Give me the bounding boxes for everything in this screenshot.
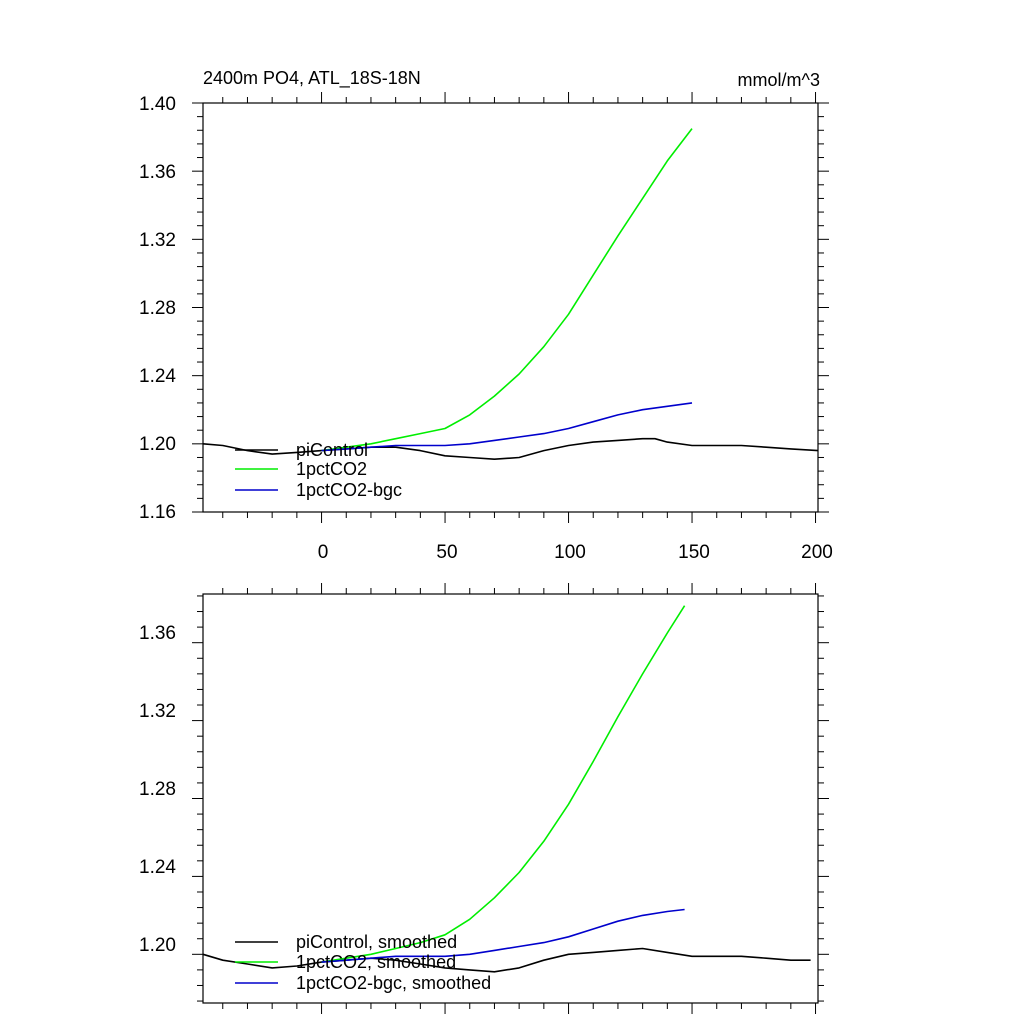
bottom-series-line-1pctco2-bgc-smoothed: [321, 908, 685, 963]
top-y-tick-label: 1.40: [139, 94, 176, 115]
top-x-tick-label: 200: [801, 542, 833, 563]
top-x-tick-label: 150: [678, 542, 710, 563]
top-series-lines: [202, 128, 819, 461]
top-x-tick-label: 100: [554, 542, 586, 563]
bottom-y-tick-label: 1.24: [139, 857, 176, 878]
top-major-ticks: [192, 92, 829, 523]
bottom-panel: 1.20 1.24 1.28 1.32 1.36 piControl, smoo…: [139, 583, 829, 1014]
top-legend-label-picontrol: piControl: [296, 440, 368, 460]
bottom-series-line-picontrol-smoothed: [202, 947, 811, 973]
bottom-y-tick-label: 1.20: [139, 935, 176, 956]
top-legend-label-1pctco2-bgc: 1pctCO2-bgc: [296, 480, 402, 500]
top-x-tick-label: 0: [318, 542, 329, 563]
bottom-legend-label-1pctco2: 1pctCO2, smoothed: [296, 952, 456, 972]
top-y-tick-label: 1.20: [139, 434, 176, 455]
bottom-plot-frame: [202, 593, 819, 1004]
bottom-series-line-1pctco2-smoothed: [321, 605, 686, 963]
top-x-tick-labels: 0 50 100 150 200: [318, 542, 833, 563]
top-y-tick-label: 1.16: [139, 502, 176, 523]
top-title: 2400m PO4, ATL_18S-18N: [203, 68, 421, 89]
top-series-line-picontrol: [202, 437, 819, 461]
top-minor-ticks: [197, 97, 824, 518]
top-y-tick-label: 1.36: [139, 162, 176, 183]
bottom-y-tick-label: 1.28: [139, 779, 176, 800]
bottom-series-lines: [202, 605, 811, 973]
bottom-minor-ticks: [197, 588, 824, 1009]
bottom-legend-label-1pctco2-bgc: 1pctCO2-bgc, smoothed: [296, 973, 491, 993]
top-x-tick-label: 50: [436, 542, 457, 563]
bottom-y-tick-labels: 1.20 1.24 1.28 1.32 1.36: [139, 623, 176, 956]
bottom-legend-label-picontrol: piControl, smoothed: [296, 932, 457, 952]
top-series-line-1pctco2-bgc: [321, 402, 693, 452]
top-legend-label-1pctco2: 1pctCO2: [296, 459, 367, 479]
bottom-major-ticks: [192, 583, 829, 1014]
top-plot-frame: [202, 102, 819, 513]
top-y-tick-labels: 1.16 1.20 1.24 1.28 1.32 1.36 1.40: [139, 94, 176, 523]
top-y-tick-label: 1.32: [139, 230, 176, 251]
top-legend: piControl 1pctCO2 1pctCO2-bgc: [235, 440, 402, 500]
bottom-y-tick-label: 1.36: [139, 623, 176, 644]
top-units: mmol/m^3: [738, 70, 820, 90]
top-panel: 2400m PO4, ATL_18S-18N mmol/m^3 1.16 1.2…: [139, 68, 833, 563]
bottom-y-tick-label: 1.32: [139, 701, 176, 722]
top-y-tick-label: 1.28: [139, 298, 176, 319]
top-series-line-1pctco2: [321, 128, 693, 452]
top-y-tick-label: 1.24: [139, 366, 176, 387]
bottom-legend: piControl, smoothed 1pctCO2, smoothed 1p…: [235, 932, 491, 993]
